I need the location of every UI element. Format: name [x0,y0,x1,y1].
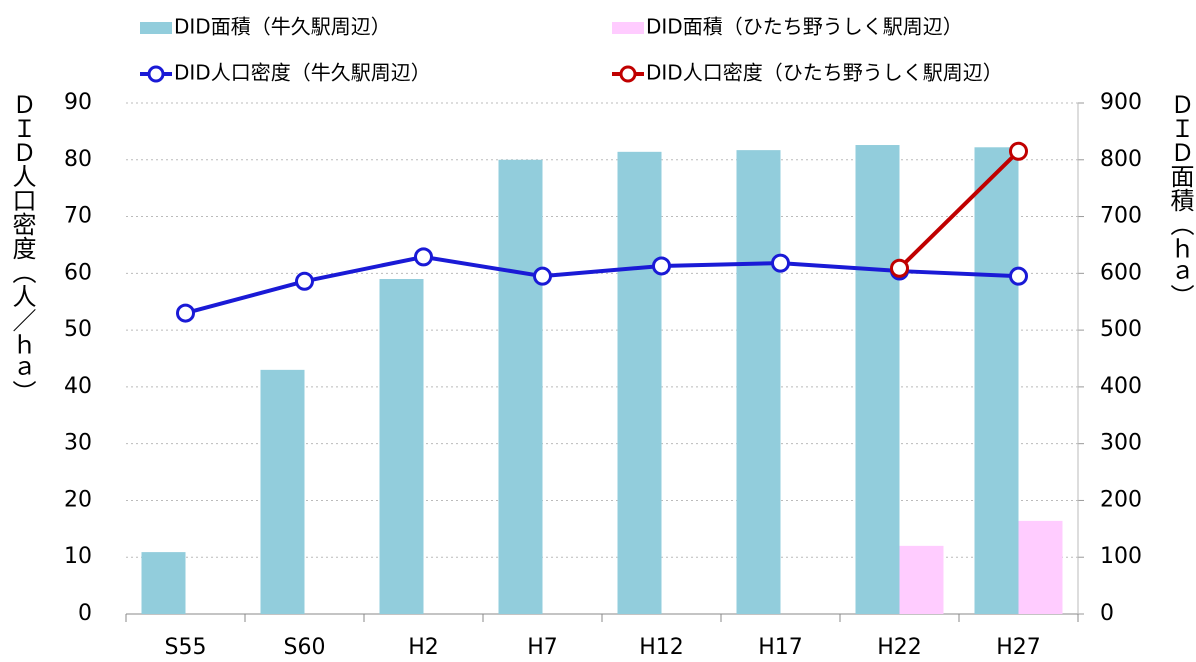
bar [736,150,781,614]
x-tick-label: H2 [408,635,439,660]
line-marker [295,271,314,291]
y2-tick-label: 100 [1100,544,1142,569]
bar [1018,520,1063,614]
y-tick-label: 60 [64,260,92,285]
line-marker [771,253,790,273]
legend-label: DID面積（牛久駅周辺） [174,15,391,39]
x-tick-label: S60 [284,635,326,660]
x-tick-label: H22 [877,635,922,660]
y2-tick-label: 700 [1100,204,1142,229]
legend-label: DID面積（ひたち野うしく駅周辺） [646,15,963,39]
y-tick-label: 90 [64,90,92,115]
line-marker [1009,266,1028,286]
y-tick-label: 10 [64,544,92,569]
y-tick-label: 50 [64,317,92,342]
bar [855,145,900,614]
legend-label: DID人口密度（牛久駅周辺） [174,61,431,85]
y-tick-label: 20 [64,487,92,512]
x-tick-label: S55 [165,635,207,660]
legend-swatch [619,65,637,83]
line [184,254,1019,316]
bar [260,369,305,614]
y-tick-label: 80 [64,147,92,172]
bar [974,147,1019,614]
y2-tick-label: 900 [1100,90,1142,115]
line [898,149,1020,270]
y-tick-label: 30 [64,431,92,456]
legend-label: DID人口密度（ひたち野うしく駅周辺） [646,61,1003,85]
bar [498,159,543,614]
legend-swatch [147,65,165,83]
y2-tick-label: 500 [1100,317,1142,342]
x-tick-label: H7 [527,635,558,660]
y2-tick-label: 800 [1100,147,1142,172]
y2-tick-label: 300 [1100,431,1142,456]
bar [899,545,944,614]
y-tick-label: 40 [64,374,92,399]
legend-swatch [612,22,644,34]
y2-tick-label: 200 [1100,487,1142,512]
y2-tick-label: 400 [1100,374,1142,399]
bar [379,279,424,614]
x-tick-label: H17 [758,635,803,660]
y-axis-label: ＤＩＤ人口密度（人／ｈａ） [8,92,36,404]
y2-axis-label: ＤＩＤ面積（ｈａ） [1166,92,1194,308]
y-tick-label: 0 [78,601,92,626]
line-marker [890,258,909,278]
y2-tick-label: 0 [1100,601,1114,626]
line-marker [533,266,552,286]
x-tick-label: H12 [639,635,684,660]
y2-tick-label: 600 [1100,260,1142,285]
line-marker [1009,141,1028,161]
line-marker [652,256,671,276]
line-marker [176,303,195,323]
bar [617,151,662,614]
x-tick-label: H27 [996,635,1041,660]
legend-swatch [140,22,172,34]
y-tick-label: 70 [64,204,92,229]
bar [141,552,186,614]
line-marker [414,247,433,267]
